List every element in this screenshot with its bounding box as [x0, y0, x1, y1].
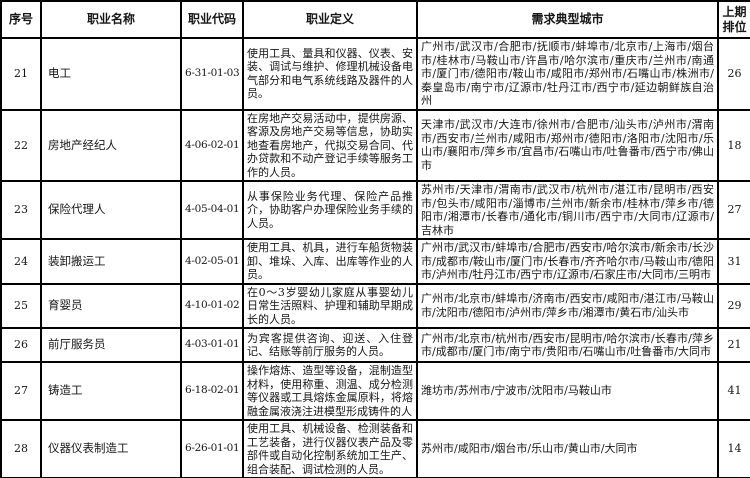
cell-name: 电工	[40, 37, 182, 111]
header-occupation-name: 职业名称	[40, 0, 182, 39]
cell-code: 4-02-05-01	[180, 238, 244, 285]
table-row: 27 铸造工 6-18-02-01 操作熔炼、造型等设备，混制造型材料，使用称重、测温…	[0, 361, 750, 421]
header-demand-cities: 需求典型城市	[416, 0, 719, 39]
cell-name: 装卸搬运工	[40, 238, 182, 285]
cell-definition: 使用工具、量具和仪器、仪表、安装、调试与维护、修理机械设备电气部分和电气系统线路…	[242, 37, 418, 111]
cell-code: 4-06-02-01	[180, 108, 244, 182]
cell-definition: 在0～3岁婴幼儿家庭从事婴幼儿日常生活照料、护理和辅助早期成长的人员。	[242, 282, 418, 329]
cell-cities: 苏州市/天津市/渭南市/武汉市/杭州市/湛江市/昆明市/西安市/包头市/咸阳市/…	[416, 180, 719, 240]
cell-name: 保险代理人	[40, 180, 182, 240]
cell-prev_rank: 26	[717, 37, 750, 111]
cell-code: 4-03-01-01	[180, 327, 244, 363]
cell-cities: 苏州市/咸阳市/烟台市/乐山市/黄山市/大同市	[416, 419, 719, 478]
table-row: 25 育婴员 4-10-01-02 在0～3岁婴幼儿家庭从事婴幼儿日常生活照料、护理和…	[0, 282, 750, 329]
table-header: 序号 职业名称 职业代码 职业定义 需求典型城市 上期排位	[0, 0, 750, 39]
cell-name: 前厅服务员	[40, 327, 182, 363]
cell-code: 4-05-04-01	[180, 180, 244, 240]
cell-prev_rank: 27	[717, 180, 750, 240]
cell-cities: 天津市/武汉市/大连市/徐州市/合肥市/汕头市/泸州市/渭南市/西安市/兰州市/…	[416, 108, 719, 182]
cell-definition: 使用工具、机具，进行车船货物装卸、堆垛、入库、出库等作业的人员。	[242, 238, 418, 285]
cell-definition: 从事保险业务代理、保险产品推介，协助客户办理保险业务手续的人员。	[242, 180, 418, 240]
cell-name: 房地产经纪人	[40, 108, 182, 182]
cell-code: 6-31-01-03	[180, 37, 244, 111]
cell-prev_rank: 14	[717, 419, 750, 478]
cell-seq: 27	[0, 361, 42, 421]
cell-seq: 22	[0, 108, 42, 182]
cell-seq: 28	[0, 419, 42, 478]
cell-definition: 在房地产交易活动中，提供房源、客源及房地产交易等信息，协助实地查看房地产，代拟交…	[242, 108, 418, 182]
cell-prev_rank: 31	[717, 238, 750, 285]
cell-name: 育婴员	[40, 282, 182, 329]
cell-cities: 潍坊市/苏州市/宁波市/沈阳市/马鞍山市	[416, 361, 719, 421]
table-row: 26 前厅服务员 4-03-01-01 为宾客提供咨询、迎送、入住登记、结账等前厅服务…	[0, 327, 750, 363]
table-row: 21 电工 6-31-01-03 使用工具、量具和仪器、仪表、安装、调试与维护、修理机…	[0, 37, 750, 111]
cell-seq: 21	[0, 37, 42, 111]
cell-code: 6-18-02-01	[180, 361, 244, 421]
cell-name: 仪器仪表制造工	[40, 419, 182, 478]
cell-code: 4-10-01-02	[180, 282, 244, 329]
cell-cities: 广州市/北京市/蚌埠市/济南市/西安市/咸阳市/湛江市/马鞍山市/沈阳市/德阳市…	[416, 282, 719, 329]
cell-seq: 23	[0, 180, 42, 240]
cell-seq: 25	[0, 282, 42, 329]
table-row: 22 房地产经纪人 4-06-02-01 在房地产交易活动中，提供房源、客源及房地产交…	[0, 108, 750, 182]
cell-code: 6-26-01-01	[180, 419, 244, 478]
table-row: 28 仪器仪表制造工 6-26-01-01 使用工具、机械设备、检测装备和工艺装备，进…	[0, 419, 750, 478]
header-occupation-definition: 职业定义	[242, 0, 418, 39]
cell-definition: 操作熔炼、造型等设备，混制造型材料，使用称重、测温、成分检测等仪器或工具熔炼金属…	[242, 361, 418, 421]
table-header-row: 序号 职业名称 职业代码 职业定义 需求典型城市 上期排位	[0, 0, 750, 39]
cell-definition: 使用工具、机械设备、检测装备和工艺装备，进行仪器仪表产品及零部件或自动化控制系统…	[242, 419, 418, 478]
header-occupation-code: 职业代码	[180, 0, 244, 39]
cell-seq: 24	[0, 238, 42, 285]
cell-prev_rank: 21	[717, 327, 750, 363]
cell-cities: 广州市/北京市/杭州市/西安市/昆明市/哈尔滨市/长春市/萍乡市/成都市/厦门市…	[416, 327, 719, 363]
cell-definition: 为宾客提供咨询、迎送、入住登记、结账等前厅服务的人员。	[242, 327, 418, 363]
cell-cities: 广州市/武汉市/蚌埠市/合肥市/西安市/哈尔滨市/新余市/长沙市/成都市/鞍山市…	[416, 238, 719, 285]
cell-name: 铸造工	[40, 361, 182, 421]
table-row: 24 装卸搬运工 4-02-05-01 使用工具、机具，进行车船货物装卸、堆垛、入库、…	[0, 238, 750, 285]
cell-prev_rank: 29	[717, 282, 750, 329]
table-row: 23 保险代理人 4-05-04-01 从事保险业务代理、保险产品推介，协助客户办理保…	[0, 180, 750, 240]
header-seq: 序号	[0, 0, 42, 39]
cell-seq: 26	[0, 327, 42, 363]
cell-prev_rank: 18	[717, 108, 750, 182]
cell-prev_rank: 41	[717, 361, 750, 421]
table-body: 21 电工 6-31-01-03 使用工具、量具和仪器、仪表、安装、调试与维护、修理机…	[0, 37, 750, 478]
header-prev-rank: 上期排位	[717, 0, 750, 39]
cell-cities: 广州市/武汉市/合肥市/抚顺市/蚌埠市/北京市/上海市/烟台市/桂林市/马鞍山市…	[416, 37, 719, 111]
